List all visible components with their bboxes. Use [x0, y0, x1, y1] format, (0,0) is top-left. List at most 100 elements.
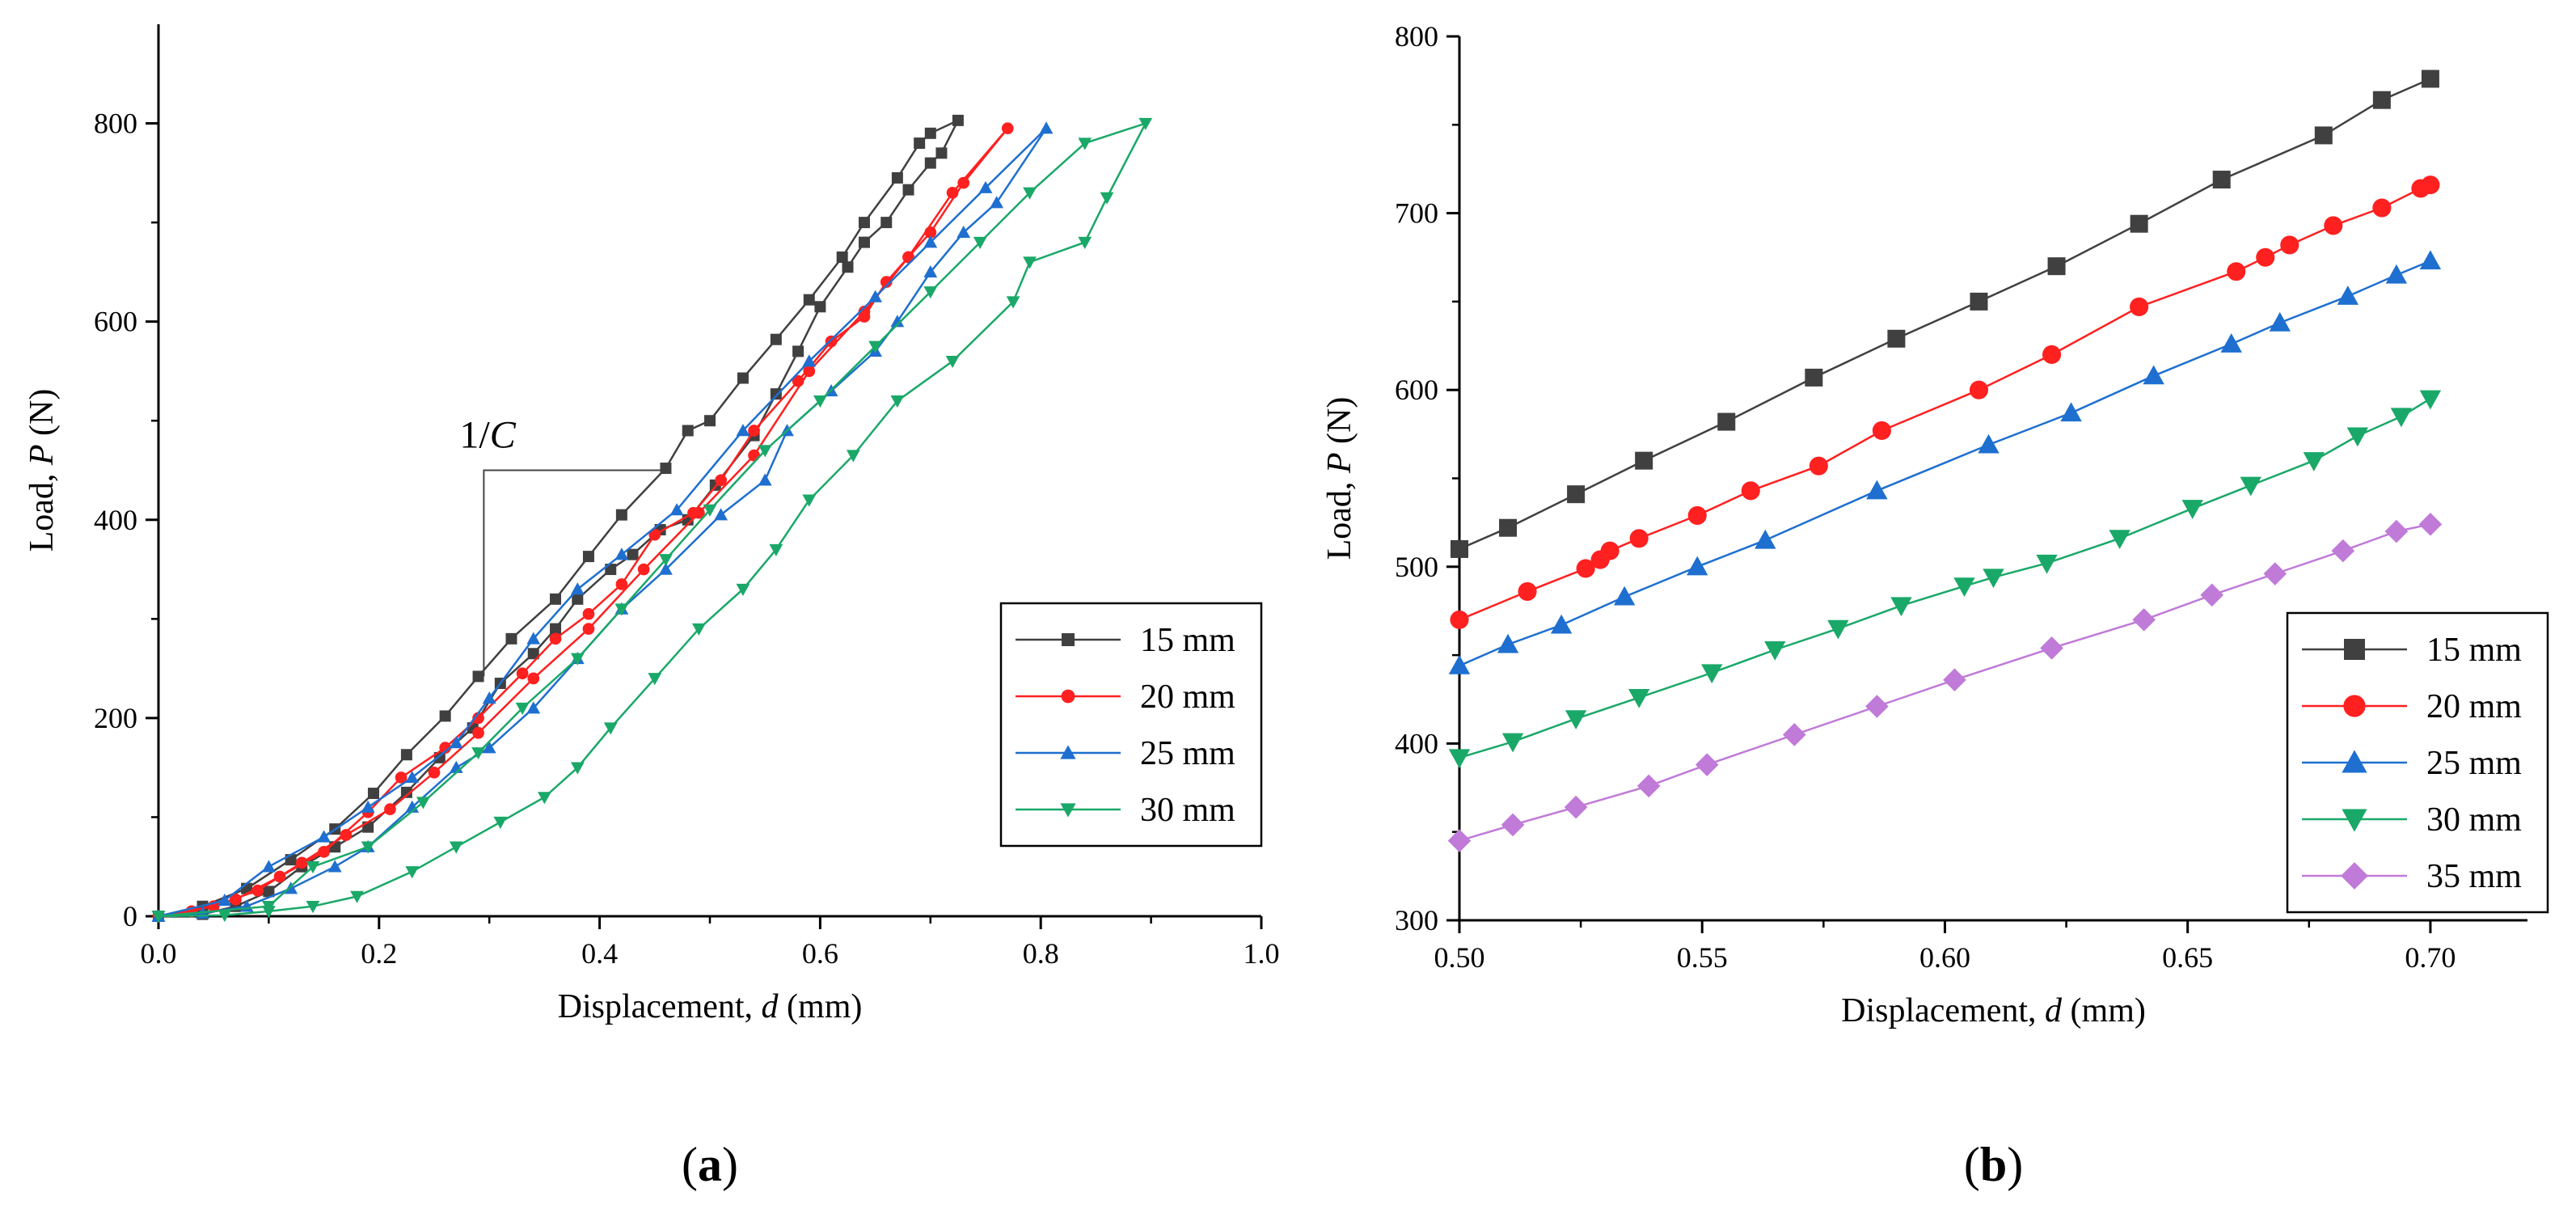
- panel-a-data-point-30-mm: [614, 603, 629, 616]
- panel-a-data-point-20-mm: [395, 771, 408, 784]
- panel-a-data-point-25-mm: [978, 180, 993, 193]
- panel-a-data-point-30-mm: [306, 901, 320, 914]
- panel-a-data-point-30-mm: [416, 797, 430, 810]
- panel-b-data-point-20-mm: [1576, 559, 1595, 578]
- panel-a-data-point-25-mm: [449, 736, 463, 749]
- panel-a-legend: 15 mm 20 mm 25 mm 30 mm: [999, 602, 1263, 848]
- panel-a-data-point-30-mm: [868, 340, 882, 353]
- panel-a-data-point-15-mm: [880, 217, 893, 229]
- panel-a-data-point-30-mm: [923, 286, 938, 299]
- panel-a-data-point-20-mm: [549, 632, 562, 645]
- panel-a-data-point-30-mm: [659, 554, 673, 567]
- panel-a-data-point-20-mm: [792, 374, 804, 387]
- panel-a-x-axis-label-part: Displacement,: [558, 988, 762, 1025]
- panel-a-data-point-20-mm: [946, 186, 959, 199]
- panel-a-data-point-15-mm: [439, 710, 451, 722]
- panel-b-y-tick-label: 500: [1395, 551, 1438, 583]
- panel-b-x-tick-label: 0.55: [1677, 941, 1728, 974]
- panel-a-data-point-30-mm: [1138, 117, 1153, 130]
- panel-b-series-25-mm: [1448, 250, 2442, 674]
- panel-a-data-point-15-mm: [550, 623, 562, 635]
- panel-a-data-point-25-mm: [449, 760, 463, 773]
- panel-a-data-point-25-mm: [758, 473, 772, 486]
- panel-b-data-point-30-mm: [1827, 619, 1849, 640]
- panel-a-y-axis-label-part: (N): [23, 389, 61, 445]
- panel-b-y-axis-label-symbol: P: [1321, 452, 1358, 474]
- panel-a-data-point-30-mm: [217, 910, 232, 923]
- panel-a-data-point-15-mm: [770, 333, 782, 345]
- panel-a-data-point-20-mm: [428, 766, 441, 779]
- panel-b-data-point-20-mm: [1450, 610, 1469, 629]
- panel-a-data-point-25-mm: [262, 860, 276, 873]
- panel-b-panel-label-part: ): [2007, 1138, 2023, 1191]
- panel-b-x-axis-label-part: (mm): [2062, 992, 2146, 1029]
- panel-a-data-point-30-mm: [449, 841, 463, 854]
- panel-a-data-point-30-mm: [151, 911, 166, 924]
- panel-a-data-point-25-mm: [482, 741, 496, 754]
- panel-b-data-point-20-mm: [1741, 481, 1760, 501]
- panel-a-data-point-20-mm: [748, 449, 760, 462]
- panel-b-y-tick-label: 400: [1395, 727, 1438, 759]
- panel-a-legend-label-25-mm: 25 mm: [1140, 735, 1235, 772]
- panel-b-data-point-35-mm: [1636, 774, 1661, 798]
- panel-b-data-point-35-mm: [2132, 608, 2156, 632]
- panel-b-y-tick-label: 700: [1395, 197, 1438, 230]
- panel-b-data-point-15-mm: [2314, 126, 2333, 145]
- panel-b-data-point-30-mm: [1890, 597, 1912, 617]
- panel-b-y-axis-label-part: Load,: [1321, 473, 1358, 560]
- panel-b-x-tick-label: 0.50: [1434, 941, 1485, 974]
- panel-a-data-point-30-mm: [1023, 256, 1037, 269]
- panel-a-series-line-25-mm: [158, 127, 1048, 918]
- panel-a-legend-box: [999, 602, 1263, 848]
- panel-a-data-point-30-mm: [306, 861, 320, 874]
- panel-a-x-axis-label: Displacement, d (mm): [558, 988, 863, 1025]
- panel-a-x-tick-label: 1.0: [1244, 937, 1280, 970]
- panel-b-data-point-30-mm: [1764, 640, 1786, 661]
- panel-a-panel-label-part: ): [722, 1138, 738, 1191]
- panel-b-legend-label-30-mm: 30 mm: [2426, 801, 2522, 839]
- panel-a-data-point-15-mm: [582, 551, 594, 563]
- panel-a-panel-label-part: (: [682, 1138, 698, 1191]
- panel-b-data-point-20-mm: [1872, 421, 1891, 441]
- panel-b-data-point-15-mm: [2372, 91, 2391, 109]
- panel-a-y-tick-label: 400: [94, 504, 137, 536]
- panel-b-data-point-35-mm: [2263, 562, 2287, 585]
- panel-b-data-point-15-mm: [1887, 329, 1906, 348]
- panel-a-data-point-20-mm: [318, 845, 330, 858]
- panel-b-data-point-20-mm: [1600, 541, 1620, 560]
- panel-b-data-point-15-mm: [2047, 257, 2066, 276]
- panel-b-data-point-15-mm: [1805, 368, 1823, 387]
- panel-a-legend-label-30-mm: 30 mm: [1140, 792, 1235, 829]
- panel-a-data-point-30-mm: [570, 653, 585, 666]
- panel-a-data-point-30-mm: [648, 673, 662, 686]
- panel-a-data-point-30-mm: [471, 747, 485, 760]
- panel-a-data-point-25-mm: [659, 562, 673, 575]
- panel-b-x-axis-label-part: Displacement,: [1841, 992, 2045, 1029]
- panel-a-y-tick-label: 0: [123, 900, 137, 932]
- panel-a-data-point-25-mm: [239, 899, 254, 912]
- panel-b-data-point-20-mm: [1518, 581, 1537, 601]
- panel-a-data-point-20-mm: [340, 829, 353, 841]
- panel-b-panel-label-letter: b: [1980, 1138, 2007, 1191]
- panel-a-data-point-20-mm: [687, 506, 699, 519]
- panel-a-data-point-15-mm: [842, 261, 854, 273]
- panel-b-legend-marker-20-mm: [2343, 695, 2366, 717]
- panel-a-data-point-15-mm: [367, 788, 379, 800]
- panel-b-legend-label-25-mm: 25 mm: [2426, 745, 2522, 782]
- panel-b-data-point-30-mm: [2109, 530, 2130, 550]
- panel-a-data-point-30-mm: [350, 890, 364, 903]
- panel-b-data-point-25-mm: [1550, 614, 1573, 634]
- panel-a-panel-label: (a): [682, 1138, 738, 1191]
- panel-b-data-point-35-mm: [1501, 813, 1525, 837]
- panel-b-data-point-20-mm: [2256, 247, 2275, 267]
- panel-a-data-point-25-mm: [1039, 121, 1054, 134]
- panel-b-data-point-15-mm: [1451, 539, 1468, 558]
- panel-a-data-point-30-mm: [890, 395, 905, 408]
- panel-b-series-line-15-mm: [1459, 78, 2431, 551]
- panel-a-data-point-15-mm: [836, 252, 848, 264]
- panel-b-series-35-mm: [1447, 513, 2443, 852]
- panel-a-data-point-25-mm: [217, 893, 232, 907]
- panel-b-data-point-30-mm: [1565, 710, 1587, 729]
- panel-a-data-point-20-mm: [880, 276, 893, 288]
- panel-a-data-point-30-mm: [515, 702, 530, 716]
